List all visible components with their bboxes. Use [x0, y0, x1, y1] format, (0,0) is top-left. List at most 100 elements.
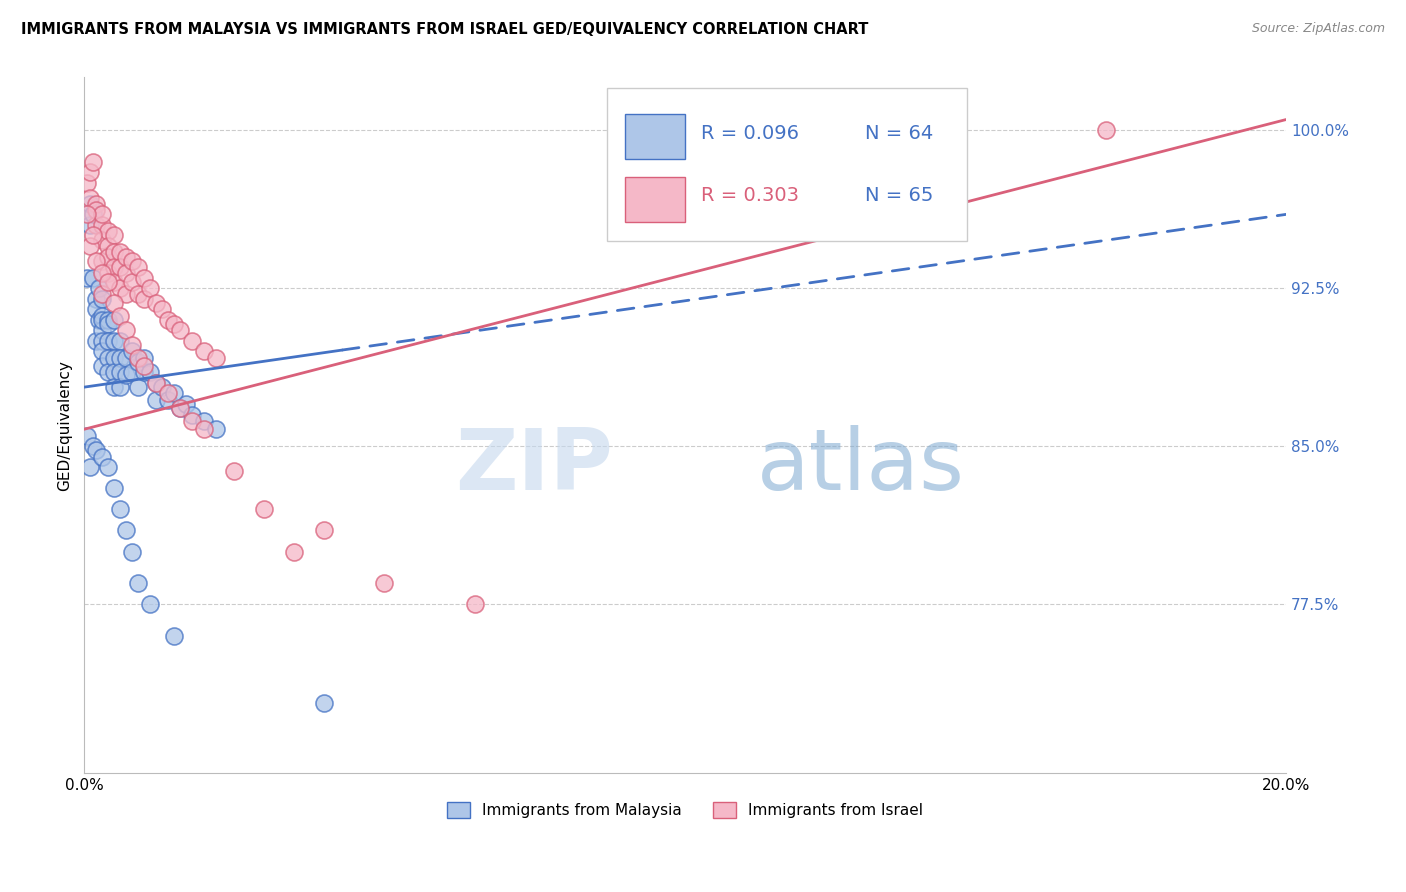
Text: IMMIGRANTS FROM MALAYSIA VS IMMIGRANTS FROM ISRAEL GED/EQUIVALENCY CORRELATION C: IMMIGRANTS FROM MALAYSIA VS IMMIGRANTS F… [21, 22, 869, 37]
Point [181, 334, 204, 348]
Point [103, 351, 125, 365]
Point [84, 203, 107, 218]
Point [79, 218, 101, 232]
Point [145, 392, 167, 407]
Point [87, 312, 110, 326]
Point [139, 597, 162, 611]
Point [115, 323, 138, 337]
Point [115, 368, 138, 382]
Point [108, 366, 131, 380]
Point [91, 450, 114, 464]
Point [163, 629, 186, 643]
Bar [624, 177, 685, 222]
Point [103, 366, 125, 380]
Point [82, 154, 104, 169]
Point [84, 334, 107, 348]
Point [169, 401, 191, 416]
Point [174, 397, 197, 411]
Point [103, 260, 125, 274]
Point [121, 275, 143, 289]
Point [127, 351, 149, 365]
Point [145, 376, 167, 390]
Point [145, 296, 167, 310]
Point [150, 380, 173, 394]
Point [97, 460, 120, 475]
Point [132, 359, 155, 373]
Point [97, 239, 120, 253]
Y-axis label: GED/Equivalency: GED/Equivalency [58, 359, 72, 491]
Point [464, 597, 486, 611]
Point [82, 228, 104, 243]
Point [97, 275, 120, 289]
Point [121, 253, 143, 268]
Point [76, 207, 98, 221]
Point [103, 380, 125, 394]
Point [91, 292, 114, 306]
Point [121, 366, 143, 380]
Point [97, 266, 120, 280]
Point [84, 218, 107, 232]
Text: ZIP: ZIP [456, 425, 613, 508]
Point [314, 524, 336, 538]
Point [103, 334, 125, 348]
Point [79, 460, 101, 475]
Point [97, 334, 120, 348]
Point [1094, 123, 1116, 137]
Point [121, 344, 143, 359]
Point [127, 576, 149, 591]
Point [91, 312, 114, 326]
Point [145, 376, 167, 390]
Point [91, 233, 114, 247]
Point [91, 344, 114, 359]
Point [127, 355, 149, 369]
Point [108, 351, 131, 365]
Point [97, 317, 120, 331]
Point [91, 287, 114, 301]
Point [108, 281, 131, 295]
Bar [624, 114, 685, 160]
Point [150, 302, 173, 317]
Point [193, 344, 215, 359]
Point [163, 317, 186, 331]
Point [79, 165, 101, 179]
Point [97, 250, 120, 264]
Point [157, 386, 180, 401]
Point [283, 544, 305, 558]
Point [139, 281, 162, 295]
Point [97, 366, 120, 380]
Point [157, 392, 180, 407]
Point [91, 309, 114, 323]
Point [91, 207, 114, 221]
Point [373, 576, 395, 591]
Point [108, 309, 131, 323]
Text: R = 0.303: R = 0.303 [700, 186, 799, 205]
FancyBboxPatch shape [607, 88, 967, 241]
Point [97, 351, 120, 365]
Point [84, 443, 107, 458]
Point [253, 502, 276, 516]
Text: N = 65: N = 65 [865, 186, 934, 205]
Point [157, 312, 180, 326]
Point [132, 366, 155, 380]
Point [181, 408, 204, 422]
Point [91, 266, 114, 280]
Point [193, 414, 215, 428]
Point [127, 260, 149, 274]
Point [84, 253, 107, 268]
Point [181, 414, 204, 428]
Point [97, 312, 120, 326]
Point [103, 312, 125, 326]
Point [205, 422, 228, 436]
Point [127, 380, 149, 394]
Point [108, 502, 131, 516]
Point [91, 218, 114, 232]
Text: atlas: atlas [756, 425, 965, 508]
Point [169, 401, 191, 416]
Point [115, 351, 138, 365]
Point [103, 275, 125, 289]
Point [79, 197, 101, 211]
Point [82, 270, 104, 285]
Point [91, 323, 114, 337]
Point [132, 292, 155, 306]
Point [97, 224, 120, 238]
